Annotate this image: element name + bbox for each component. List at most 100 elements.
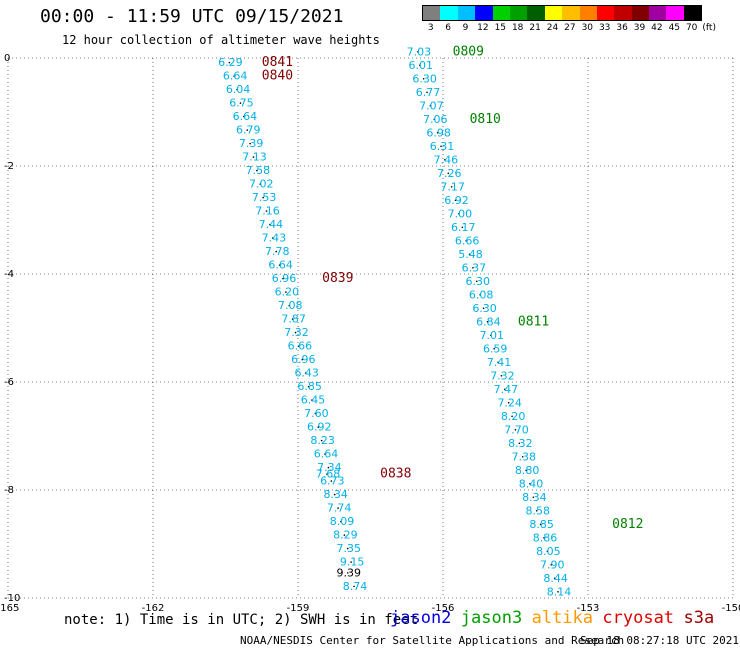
wave-height-label: 6.17: [451, 221, 476, 234]
legend-swatch: [614, 6, 632, 20]
wave-height-label: 6.96: [272, 272, 297, 285]
wave-height-label: 6.98: [426, 126, 451, 139]
legend-labels: 3 6 9 12 15 18 21 24 27 30 33 36 39 42 45 70 (ft): [422, 21, 716, 35]
observation-point: [490, 334, 492, 337]
time-label: 0809: [453, 44, 484, 59]
observation-point: [252, 156, 255, 158]
observation-point: [417, 51, 419, 53]
wave-height-label: 9.15: [340, 556, 365, 569]
observation-point: [532, 496, 535, 499]
observation-point: [557, 591, 559, 593]
wave-height-label: 6.08: [469, 288, 494, 301]
wave-height-label: 8.40: [519, 477, 544, 490]
observation-point: [436, 132, 439, 134]
observation-point: [450, 186, 453, 188]
observation-point: [317, 426, 320, 428]
observation-point: [278, 264, 281, 266]
legend-swatch: [649, 6, 667, 20]
legend-label: 70: [685, 23, 698, 33]
observation-point: [447, 172, 450, 175]
observation-point: [291, 318, 294, 320]
color-legend: 3 6 9 12 15 18 21 24 27 30 33 36 39 42 45 70 (ft): [422, 5, 716, 35]
observation-point: [511, 415, 513, 418]
wave-height-label: 7.78: [265, 245, 290, 258]
wave-height-label: 6.01: [409, 59, 434, 72]
observation-point: [246, 129, 249, 131]
wave-height-label: 6.20: [275, 286, 300, 299]
legend-swatch: [423, 6, 441, 20]
wave-height-label: 7.60: [304, 407, 329, 420]
observation-point: [461, 226, 464, 229]
legend-swatch: [475, 6, 493, 20]
observation-point: [426, 91, 428, 94]
wave-height-label: 5.48: [458, 248, 483, 261]
x-tick-label: -150: [722, 603, 740, 614]
wave-height-label: 7.38: [511, 450, 536, 463]
observation-point: [458, 213, 460, 215]
wave-height-label: 6.92: [307, 421, 332, 434]
wave-height-label: 6.84: [476, 315, 501, 328]
observation-point: [535, 510, 538, 512]
satellite-label-jason2: jason2: [390, 608, 452, 628]
generated-timestamp: Sep 18 08:27:18 UTC 2021: [580, 634, 739, 647]
observation-point: [525, 469, 527, 472]
legend-swatches: [422, 5, 703, 21]
wave-height-label: 7.24: [497, 396, 522, 409]
wave-height-label: 7.00: [448, 207, 473, 220]
observation-point: [454, 199, 457, 202]
wave-height-label: 7.17: [440, 180, 465, 193]
satellite-label-cryosat: cryosat: [602, 608, 675, 628]
wave-height-label: 8.58: [525, 504, 550, 517]
wave-height-label: 7.01: [480, 329, 505, 342]
satellite-label-altika: altika: [531, 608, 594, 628]
observation-point: [500, 375, 503, 377]
wave-height-label: 6.77: [416, 86, 441, 99]
legend-unit: (ft): [702, 23, 716, 33]
wave-height-label: 7.07: [419, 99, 444, 112]
observation-point: [486, 321, 489, 323]
legend-label: 30: [581, 23, 594, 33]
legend-swatch: [683, 6, 702, 20]
wave-height-label: 6.31: [430, 140, 455, 153]
observation-point: [301, 358, 304, 361]
observation-point: [476, 280, 478, 283]
wave-height-label: 7.90: [540, 558, 565, 571]
wave-height-label: 8.86: [533, 531, 558, 544]
page-subtitle: 12 hour collection of altimeter wave hei…: [62, 33, 380, 47]
legend-label: 36: [616, 23, 628, 33]
wave-height-label: 6.64: [314, 448, 339, 461]
observation-point: [265, 210, 268, 212]
observation-point: [479, 294, 481, 296]
observation-point: [233, 75, 235, 77]
time-label: 0841: [262, 55, 293, 70]
observation-point: [353, 585, 355, 588]
observation-point: [518, 442, 521, 445]
legend-label: 39: [633, 23, 646, 33]
y-tick-label: -4: [4, 269, 14, 280]
wave-height-label: 7.46: [434, 153, 459, 166]
observation-point: [468, 253, 471, 256]
observation-point: [304, 372, 307, 374]
observation-point: [539, 523, 542, 526]
wave-height-label: 8.85: [529, 518, 554, 531]
wave-height-label: 8.05: [536, 545, 561, 558]
observation-point: [330, 480, 333, 482]
wave-height-label: 7.87: [281, 313, 306, 326]
y-tick-label: -6: [4, 377, 14, 388]
credit-text: NOAA/NESDIS Center for Satellite Applica…: [240, 634, 625, 647]
y-tick-label: -8: [4, 485, 14, 496]
wave-height-label: 6.64: [233, 110, 258, 123]
wave-height-label: 8.20: [501, 410, 526, 423]
observation-point: [249, 142, 251, 145]
observation-point: [418, 64, 421, 67]
observation-point: [507, 402, 510, 404]
observation-point: [553, 577, 556, 580]
wave-height-label: 6.43: [294, 367, 319, 380]
wave-height-label: 6.73: [320, 475, 345, 488]
observation-point: [543, 537, 545, 539]
legend-label: 33: [598, 23, 611, 33]
observation-point: [422, 78, 425, 80]
time-label: 0812: [612, 517, 643, 532]
